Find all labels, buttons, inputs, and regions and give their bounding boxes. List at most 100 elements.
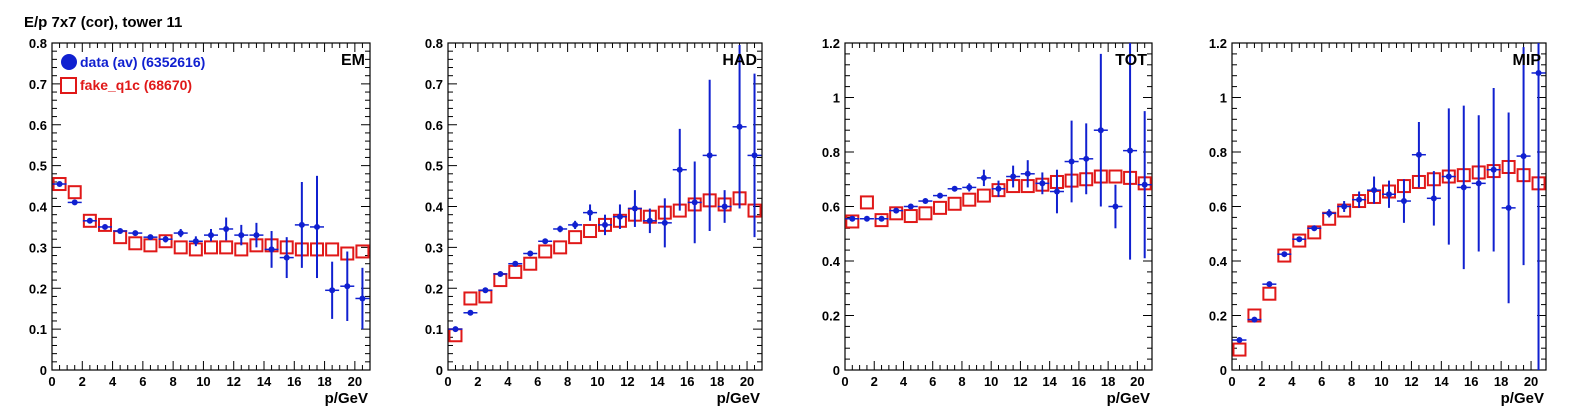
data-point xyxy=(192,238,199,245)
y-tick-label: 0 xyxy=(436,363,443,378)
fake-point xyxy=(204,240,218,255)
fake-point xyxy=(325,242,340,257)
data-point xyxy=(1371,187,1378,194)
data-point xyxy=(1097,127,1104,134)
y-tick-label: 0.2 xyxy=(425,281,443,296)
fake-point xyxy=(1108,169,1123,184)
x-tick-label: 6 xyxy=(929,374,936,389)
x-tick-label: 18 xyxy=(710,374,724,389)
data-point xyxy=(177,230,184,237)
y-tick-label: 0.8 xyxy=(425,36,443,51)
x-tick-label: 4 xyxy=(504,374,512,389)
fake-point xyxy=(874,213,889,228)
data-point xyxy=(736,123,743,130)
x-tick-label: 10 xyxy=(590,374,604,389)
data-point xyxy=(1311,225,1318,232)
data-point xyxy=(482,287,489,294)
x-tick-label: 14 xyxy=(650,374,665,389)
panel-tot: 0 2 4 6 8 10 12 14 16 18 20 0 0.2 0.4 0.6 0.8 1 1.2 TOT p/G… xyxy=(822,36,1153,407)
y-tick-label: 0.4 xyxy=(425,200,444,215)
legend-data-marker xyxy=(61,54,77,70)
data-point xyxy=(937,192,944,199)
x-tick-label: 14 xyxy=(1434,374,1449,389)
data-point xyxy=(893,207,900,214)
data-point xyxy=(646,217,653,224)
fake-point xyxy=(553,240,568,255)
fake-point xyxy=(508,264,523,279)
data-point xyxy=(1341,203,1348,210)
legend-fake-marker xyxy=(60,77,77,94)
x-tick-label: 14 xyxy=(257,374,272,389)
data-point xyxy=(1520,153,1527,160)
panel-label: TOT xyxy=(1115,52,1147,69)
y-tick-label: 0.3 xyxy=(29,240,47,255)
x-tick-label: 16 xyxy=(287,374,301,389)
fake-point xyxy=(903,209,918,224)
x-axis-label: p/GeV xyxy=(325,390,368,407)
data-point xyxy=(616,213,623,220)
data-point xyxy=(1083,155,1090,162)
y-tick-label: 0.1 xyxy=(425,322,443,337)
fake-point xyxy=(143,238,158,253)
data-point xyxy=(602,221,608,228)
x-tick-label: 6 xyxy=(534,374,541,389)
data-point xyxy=(980,174,987,181)
data-point xyxy=(527,250,534,257)
fake-point xyxy=(523,256,538,271)
data-point xyxy=(706,152,713,159)
fake-point xyxy=(947,196,962,211)
data-point xyxy=(223,225,230,232)
x-tick-label: 6 xyxy=(1318,374,1325,389)
x-axis-label: p/GeV xyxy=(1501,390,1544,407)
x-tick-label: 18 xyxy=(1494,374,1508,389)
data-point xyxy=(1445,173,1452,180)
x-tick-label: 8 xyxy=(170,374,177,389)
x-tick-label: 8 xyxy=(564,374,571,389)
data-point xyxy=(1400,198,1407,205)
x-tick-label: 2 xyxy=(79,374,86,389)
data-point xyxy=(1356,196,1363,203)
y-tick-label: 0.7 xyxy=(425,77,443,92)
x-tick-label: 12 xyxy=(1013,374,1027,389)
data-point xyxy=(1326,210,1333,217)
y-tick-label: 0.6 xyxy=(822,200,840,215)
fake-point xyxy=(355,244,370,259)
data-point xyxy=(1266,281,1273,288)
x-axis-label: p/GeV xyxy=(717,390,760,407)
y-tick-label: 0.1 xyxy=(29,322,47,337)
data-point xyxy=(691,199,698,206)
y-tick-label: 0.6 xyxy=(425,118,443,133)
x-tick-label: 4 xyxy=(1288,374,1296,389)
x-tick-label: 0 xyxy=(444,374,451,389)
data-point xyxy=(751,152,758,159)
data-point xyxy=(907,203,914,210)
data-point xyxy=(1039,180,1046,187)
y-tick-label: 0.4 xyxy=(29,200,48,215)
data-point xyxy=(1535,69,1542,76)
data-point xyxy=(452,326,459,333)
y-tick-label: 0.7 xyxy=(29,77,47,92)
data-point xyxy=(208,232,214,239)
y-tick-label: 0.5 xyxy=(29,159,47,174)
y-tick-label: 0.2 xyxy=(1209,309,1227,324)
data-point xyxy=(298,221,305,228)
y-tick-label: 0.8 xyxy=(1209,145,1227,160)
data-point xyxy=(542,238,549,245)
data-point xyxy=(1475,180,1482,187)
x-tick-label: 12 xyxy=(226,374,240,389)
fake-point xyxy=(173,240,188,255)
panel-mip: 0 2 4 6 8 10 12 14 16 18 20 0 0.2 0.4 0.6 0.8 1 1.2 MIP p/G… xyxy=(1209,36,1547,407)
x-tick-label: 2 xyxy=(474,374,481,389)
data-point xyxy=(268,246,275,253)
fake-point xyxy=(889,206,904,221)
y-tick-label: 0.3 xyxy=(425,240,443,255)
panel-em: 0 2 4 6 8 10 12 14 16 18 20 0 0.1 0.2 0.3 0.4 0.5 0.6 0.7 0… xyxy=(29,36,371,407)
data-point xyxy=(56,181,63,188)
plot-area xyxy=(448,45,762,343)
y-tick-label: 0.2 xyxy=(29,281,47,296)
panel-had: 0 2 4 6 8 10 12 14 16 18 20 0 0.1 0.2 0.3 0.4 0.5 0.6 0.7 0… xyxy=(425,36,763,407)
fake-point xyxy=(933,200,948,215)
data-point xyxy=(1415,151,1422,158)
data-point xyxy=(253,232,260,239)
data-point xyxy=(878,215,885,222)
